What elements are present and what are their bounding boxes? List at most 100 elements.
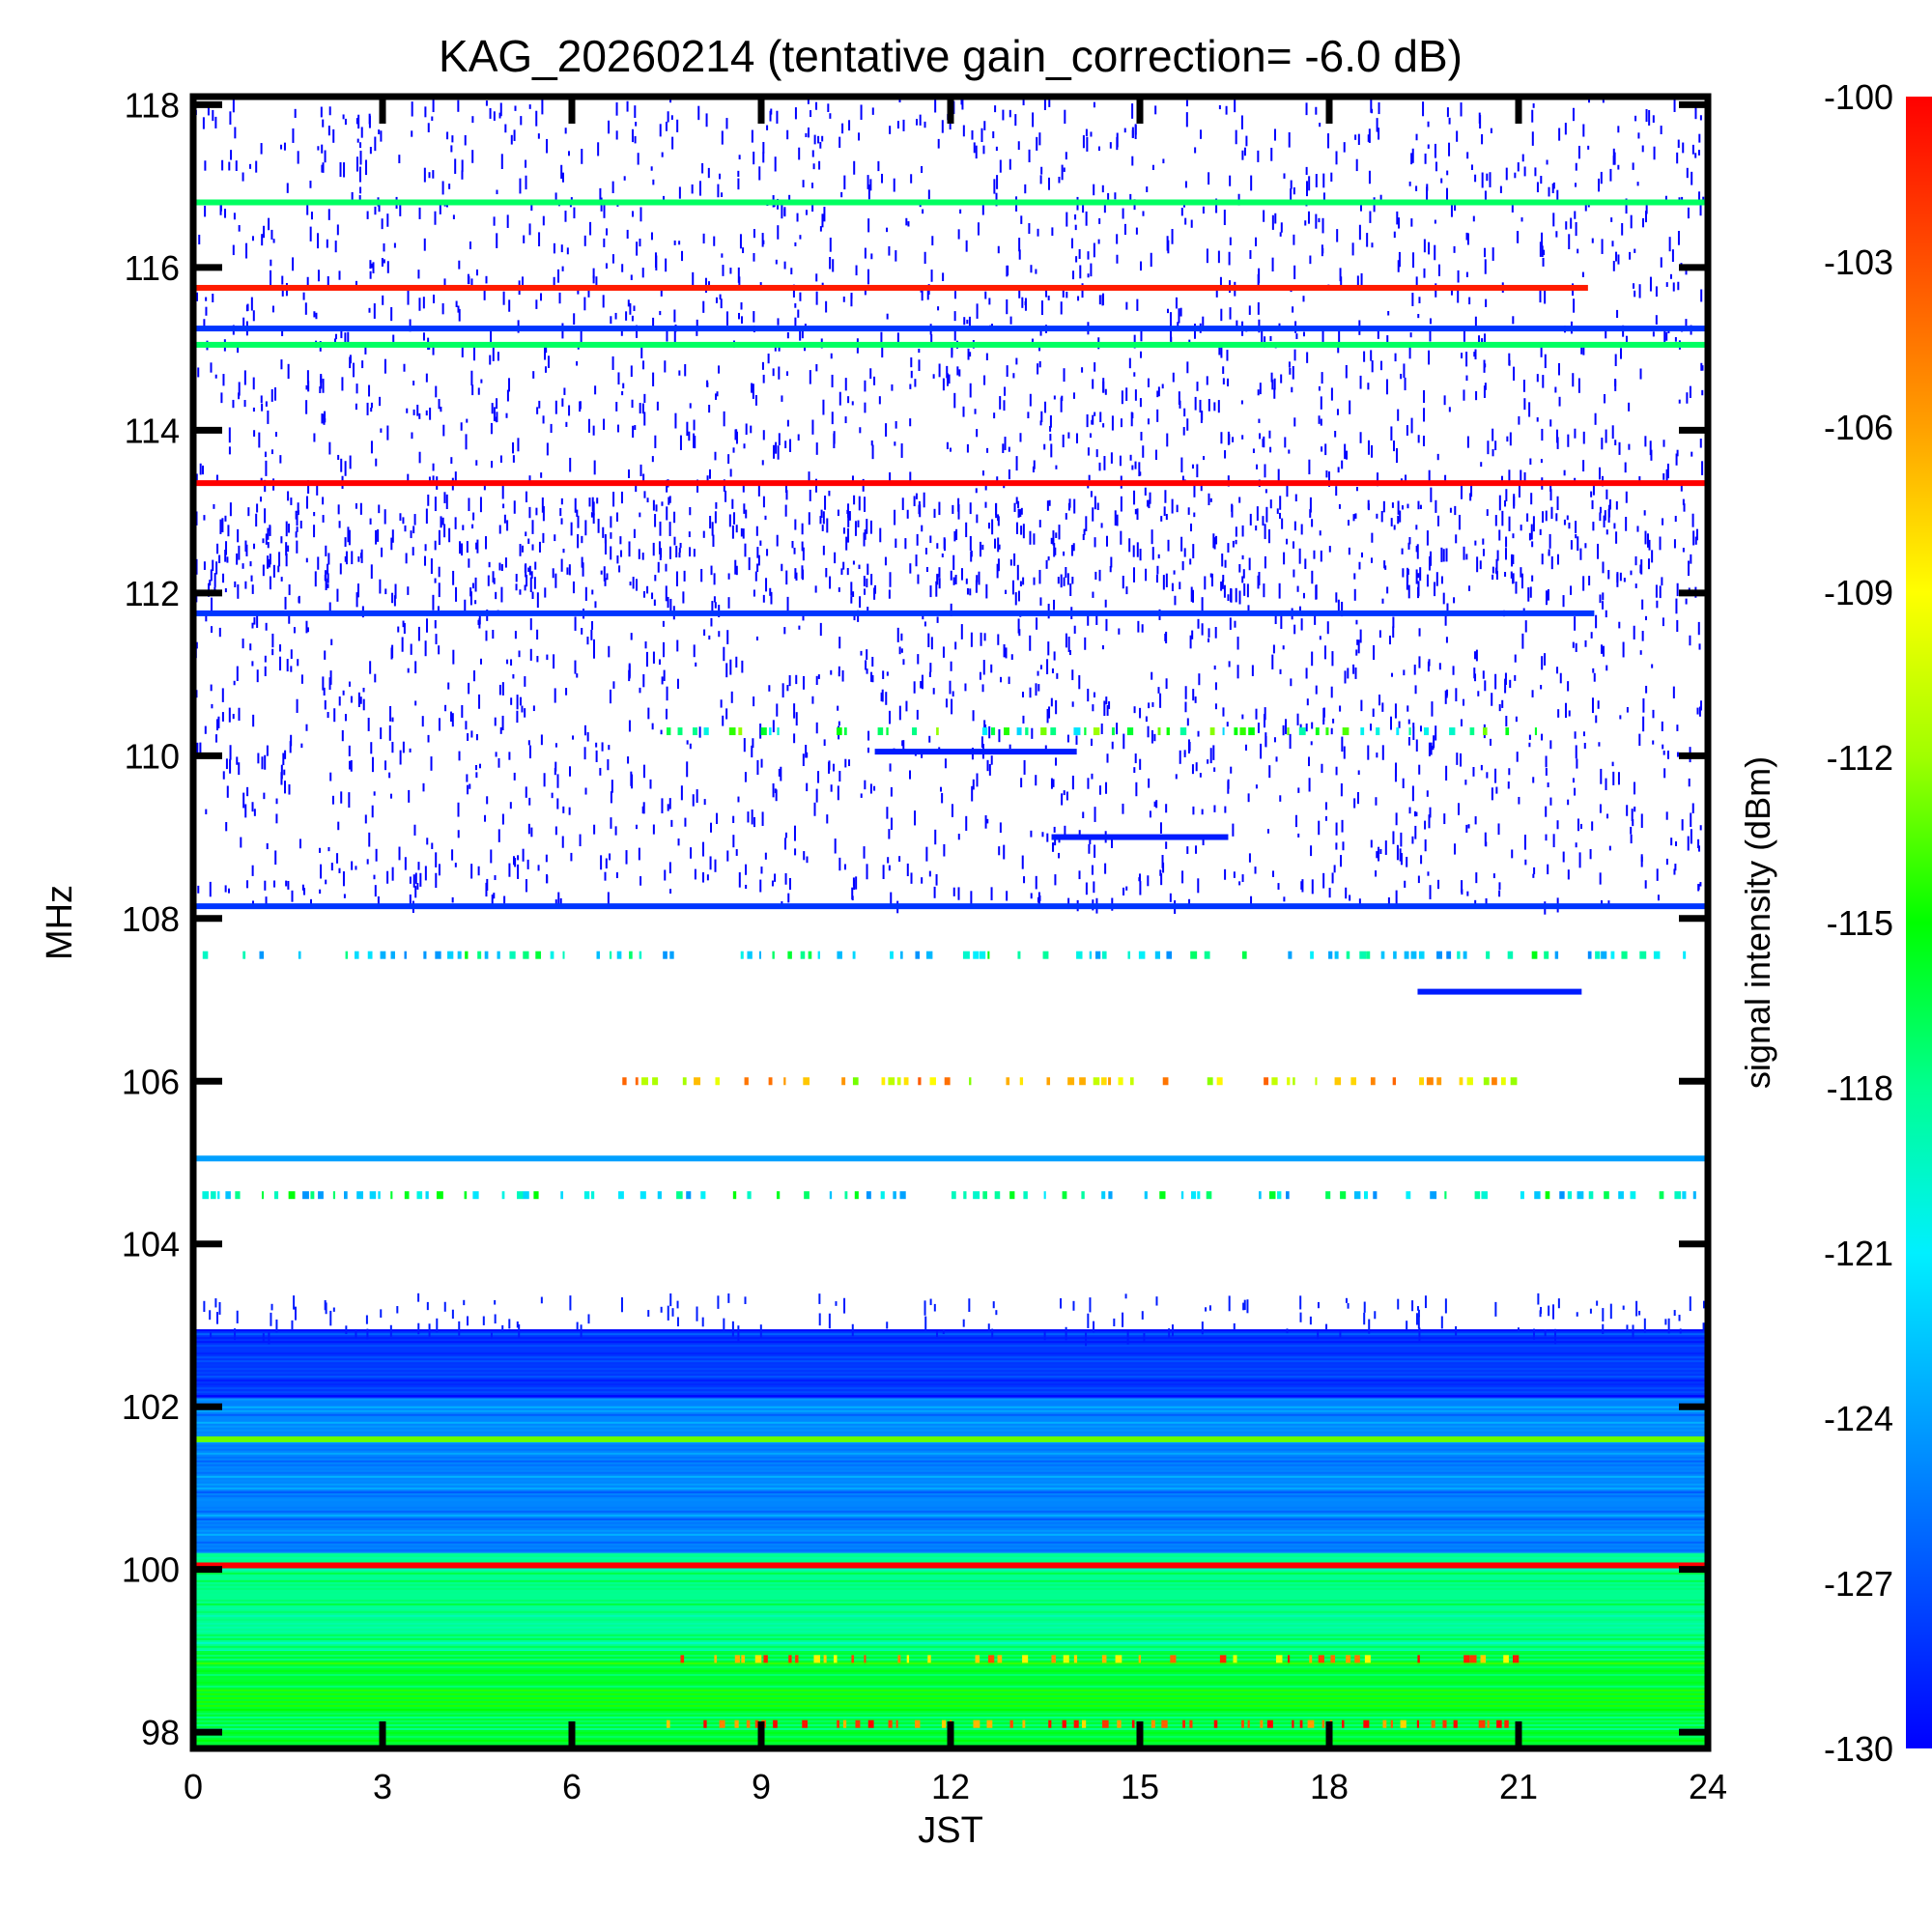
scatter-mark (1591, 238, 1594, 243)
scatter-mark (1541, 245, 1544, 258)
scatter-mark (510, 134, 513, 145)
scatter-mark (593, 824, 596, 835)
scatter-mark (1332, 718, 1335, 724)
scatter-mark (1255, 708, 1258, 720)
scatter-mark (1473, 668, 1476, 679)
scatter-mark (1638, 1310, 1641, 1316)
intermittent-mark (1315, 727, 1320, 736)
scatter-mark (817, 135, 820, 144)
scatter-mark (1179, 400, 1181, 409)
scatter-mark (305, 620, 308, 634)
intermittent-mark (1618, 1191, 1624, 1200)
intermittent-mark (740, 951, 744, 959)
scatter-mark (210, 684, 213, 692)
scatter-mark (753, 151, 755, 165)
scatter-mark (1422, 101, 1425, 117)
scatter-mark (458, 308, 461, 322)
scatter-mark (1580, 343, 1583, 355)
scatter-mark (715, 812, 718, 824)
scatter-mark (1387, 896, 1390, 904)
scatter-mark (583, 297, 586, 311)
scatter-mark (1021, 855, 1024, 869)
scatter-mark (918, 359, 921, 372)
scatter-mark (1104, 388, 1107, 395)
scatter-mark (1504, 548, 1507, 560)
scatter-mark (765, 578, 768, 592)
scatter-mark (389, 705, 392, 722)
intermittent-mark (1073, 1719, 1079, 1728)
scatter-mark (863, 576, 866, 586)
scatter-mark (660, 729, 663, 735)
scatter-mark (726, 850, 729, 862)
scatter-mark (1574, 787, 1577, 796)
scatter-mark (233, 213, 236, 220)
scatter-mark (242, 639, 244, 649)
scatter-mark (1591, 821, 1594, 831)
scatter-mark (294, 108, 297, 118)
scatter-mark (1337, 467, 1340, 473)
intermittent-mark (1063, 1655, 1069, 1663)
scatter-mark (1623, 578, 1626, 582)
scatter-mark (393, 242, 396, 248)
scatter-mark (1273, 128, 1276, 141)
scatter-mark (608, 120, 611, 134)
scatter-mark (1625, 491, 1628, 503)
scatter-mark (1406, 1321, 1408, 1330)
scatter-mark (1240, 115, 1243, 129)
scatter-mark (751, 129, 753, 143)
scatter-mark (333, 708, 336, 723)
scatter-mark (786, 685, 789, 692)
scatter-mark (417, 862, 420, 870)
scatter-mark (930, 334, 933, 345)
scatter-mark (438, 864, 440, 876)
scatter-mark (1184, 686, 1187, 699)
scatter-mark (1204, 576, 1207, 590)
scatter-mark (247, 507, 250, 517)
scatter-mark (929, 663, 932, 672)
scatter-mark (1238, 881, 1241, 886)
scatter-mark (561, 172, 564, 183)
intermittent-mark (1446, 951, 1452, 959)
scatter-mark (838, 637, 841, 649)
scatter-mark (629, 582, 632, 586)
scatter-mark (806, 856, 809, 864)
scatter-mark (850, 582, 853, 596)
scatter-mark (1506, 436, 1509, 442)
background-stripe (193, 1529, 1708, 1532)
intermittent-mark (969, 1077, 972, 1086)
scatter-mark (951, 804, 953, 817)
scatter-mark (742, 528, 745, 539)
scatter-mark (1263, 210, 1265, 222)
scatter-mark (1474, 899, 1477, 905)
scatter-mark (392, 334, 395, 347)
scatter-mark (510, 659, 513, 666)
intermittent-mark (747, 1191, 752, 1200)
scatter-mark (381, 258, 384, 267)
scatter-mark (851, 401, 854, 406)
scatter-mark (977, 222, 980, 236)
scatter-mark (651, 723, 654, 730)
scatter-mark (802, 569, 805, 581)
scatter-mark (1541, 428, 1544, 441)
scatter-mark (435, 634, 438, 644)
scatter-mark (224, 587, 227, 593)
scatter-mark (900, 633, 903, 641)
scatter-mark (702, 872, 705, 883)
intermittent-mark (1376, 727, 1380, 736)
scatter-mark (1136, 508, 1139, 521)
scatter-mark (545, 343, 548, 354)
intermittent-mark (1264, 1077, 1269, 1086)
scatter-mark (467, 1316, 469, 1326)
scatter-mark (1435, 725, 1437, 741)
scatter-mark (1541, 554, 1544, 565)
intermittent-mark (1417, 1655, 1420, 1663)
scatter-mark (1053, 651, 1056, 661)
scatter-mark (819, 622, 822, 637)
scatter-mark (370, 407, 373, 412)
scatter-mark (940, 786, 943, 792)
scatter-mark (516, 695, 519, 710)
scatter-mark (1672, 686, 1675, 698)
scatter-mark (864, 780, 867, 790)
scatter-mark (889, 763, 892, 772)
scatter-mark (706, 475, 709, 485)
